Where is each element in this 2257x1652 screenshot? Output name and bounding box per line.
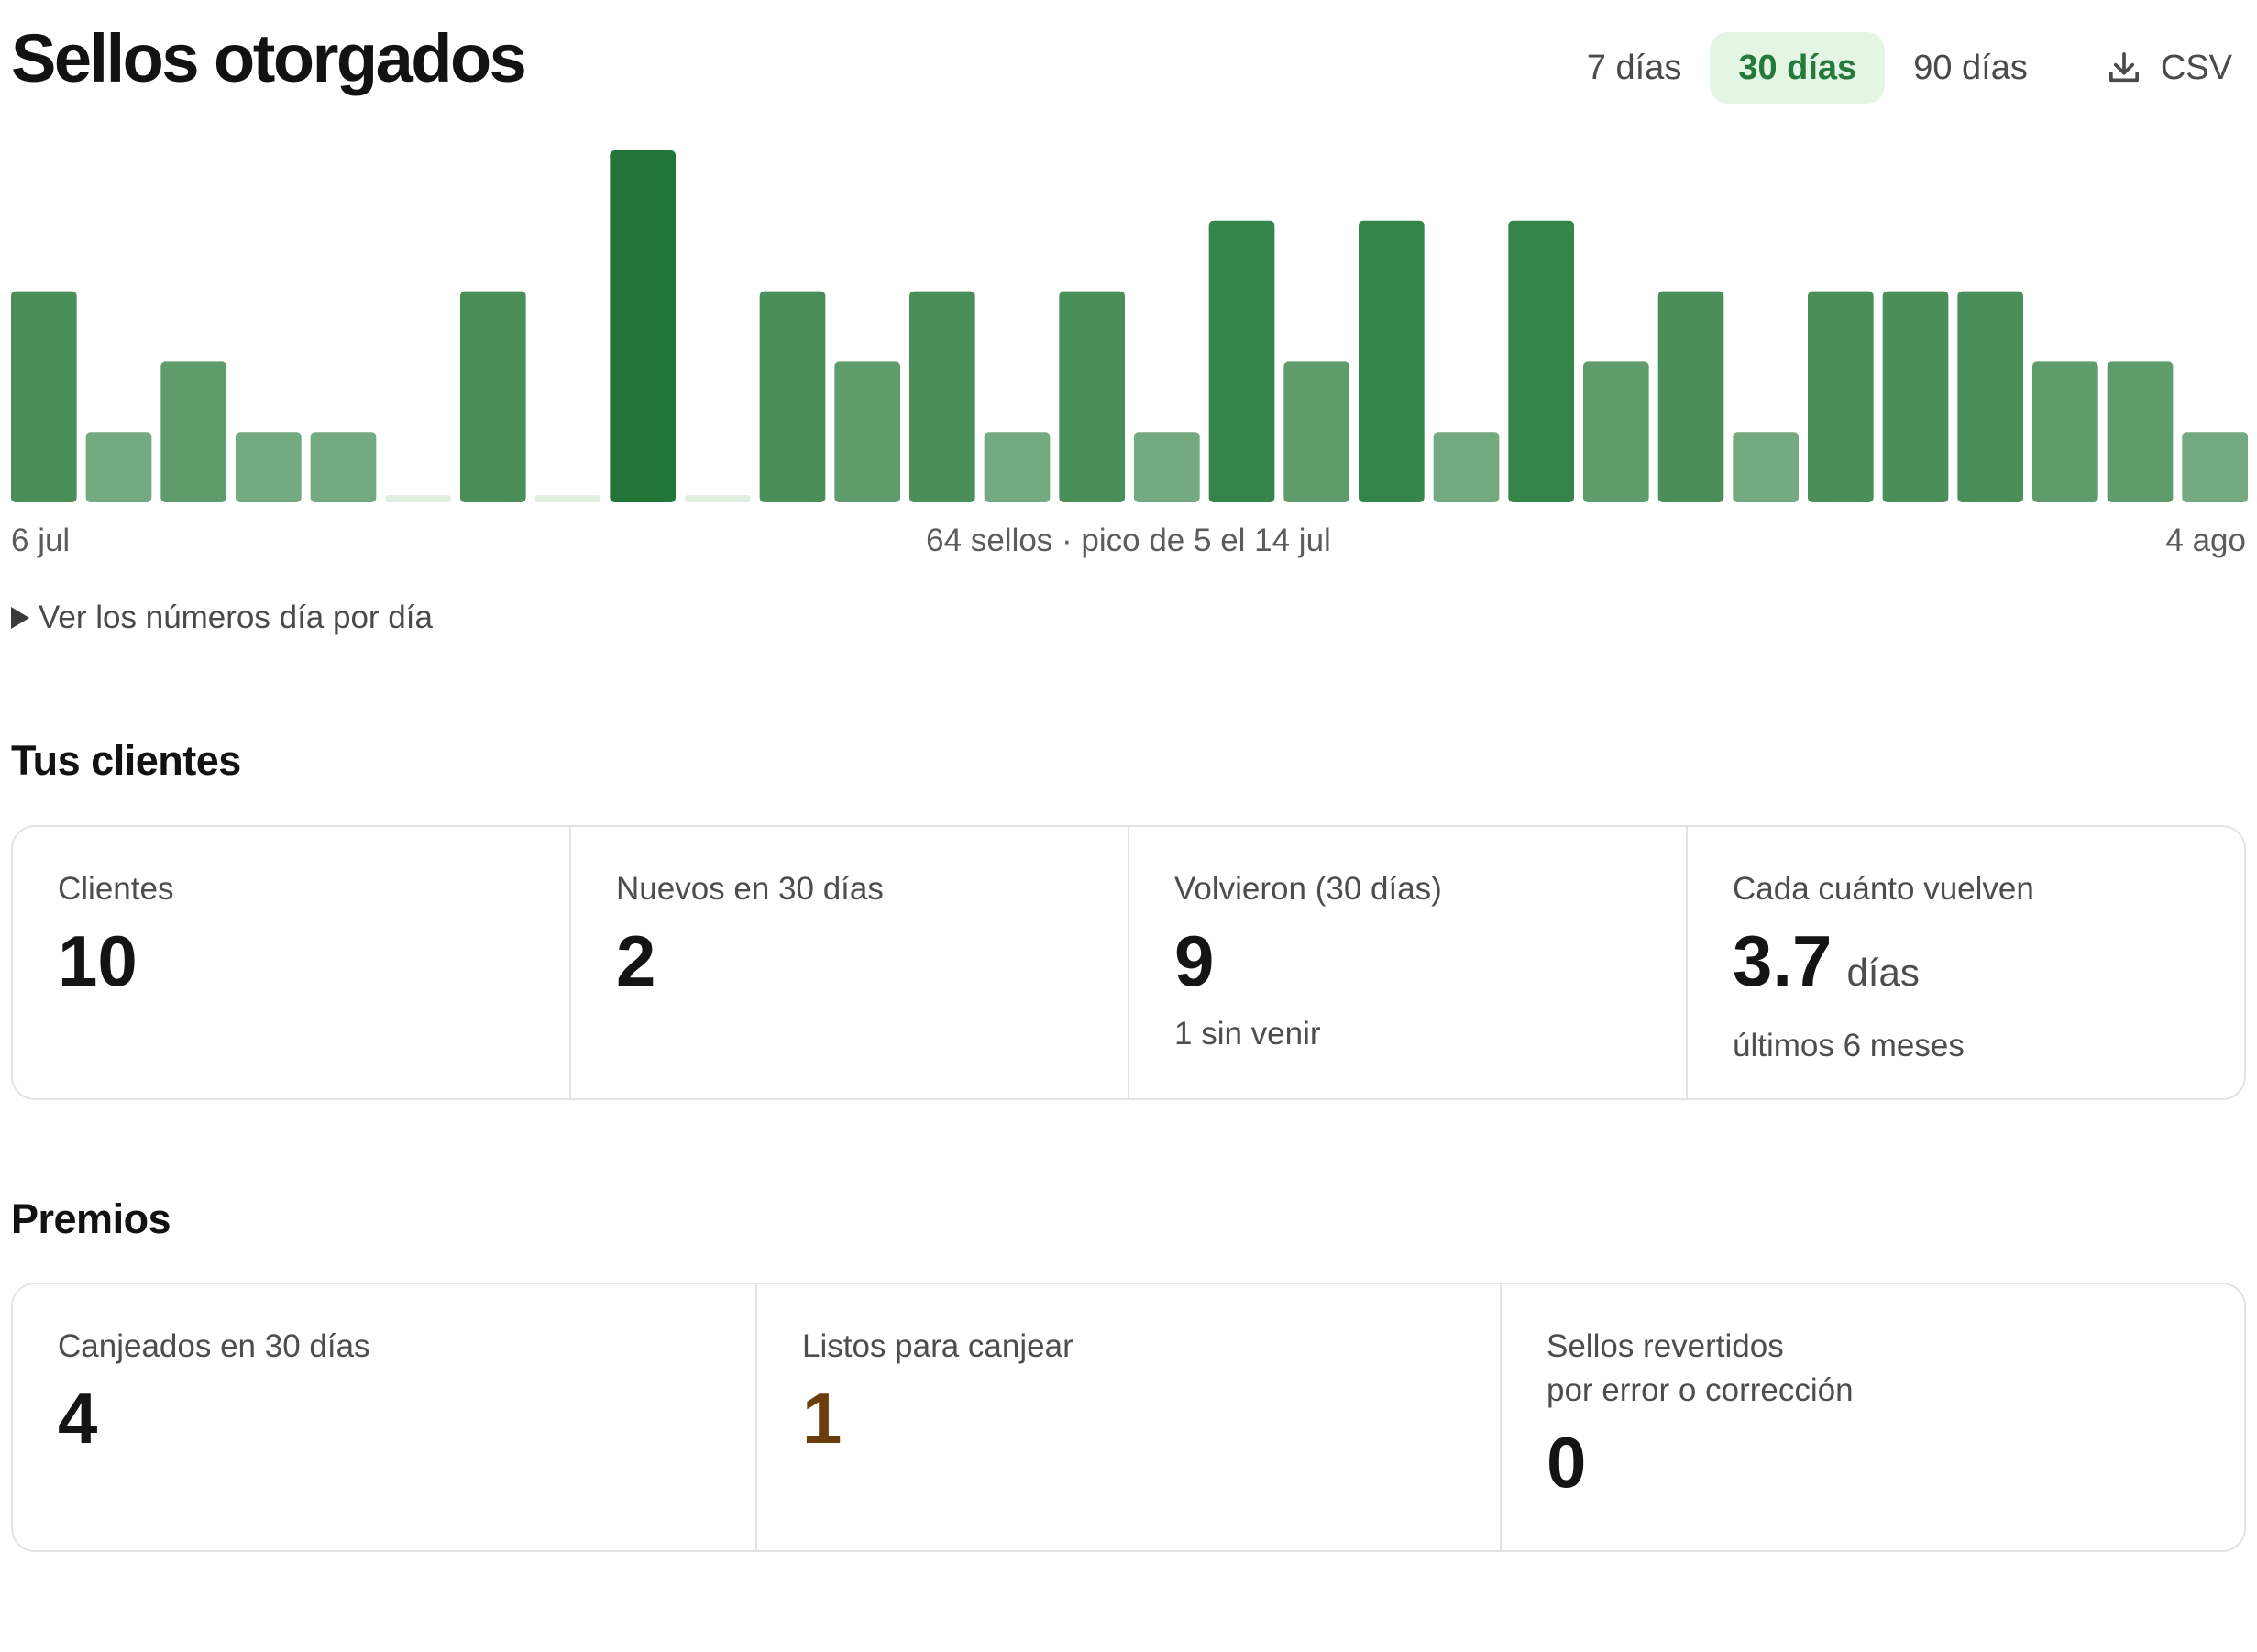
stat-reverted-stamps: Sellos revertidos por error o corrección…	[1500, 1284, 2244, 1550]
stat-label: Listos para canjear	[802, 1328, 1073, 1364]
stat-label: Cada cuánto vuelven	[1733, 871, 2034, 907]
stat-value: 0	[1547, 1422, 1587, 1503]
chart-bar-6-jul[interactable]	[11, 291, 77, 502]
download-icon	[2108, 52, 2139, 83]
chart-bar-13-jul[interactable]	[534, 495, 601, 502]
chart-bar-24-jul[interactable]	[1359, 220, 1425, 502]
chart-bar-25-jul[interactable]	[1433, 432, 1500, 502]
chart-bar-29-jul[interactable]	[1733, 432, 1799, 502]
x-axis-end-label: 4 ago	[2165, 523, 2246, 558]
stat-value: 10	[58, 920, 138, 1001]
chart-bar-2-ago[interactable]	[2032, 361, 2098, 502]
chart-bar-19-jul[interactable]	[984, 432, 1051, 502]
stat-value: 2	[616, 920, 656, 1001]
daily-numbers-toggle-label: Ver los números día por día	[39, 600, 433, 635]
chart-bar-10-jul[interactable]	[310, 432, 377, 502]
chart-bar-3-ago[interactable]	[2107, 361, 2174, 502]
clients-stats-card: Clientes 10 Nuevos en 30 días 2 Volviero…	[11, 825, 2246, 1100]
rewards-section-title: Premios	[11, 1195, 171, 1242]
csv-label: CSV	[2160, 48, 2232, 87]
chart-bar-17-jul[interactable]	[834, 361, 900, 502]
chart-bar-16-jul[interactable]	[759, 291, 826, 502]
chart-bar-31-jul[interactable]	[1882, 291, 1949, 502]
rewards-stats-card: Canjeados en 30 días 4 Listos para canje…	[11, 1283, 2246, 1552]
chart-bar-26-jul[interactable]	[1508, 220, 1574, 502]
chart-bar-12-jul[interactable]	[460, 291, 526, 502]
chart-bar-9-jul[interactable]	[236, 432, 302, 502]
stat-redeemed: Canjeados en 30 días 4	[13, 1284, 755, 1550]
chart-bar-15-jul[interactable]	[685, 495, 751, 502]
chart-bar-18-jul[interactable]	[909, 291, 975, 502]
chart-bar-28-jul[interactable]	[1657, 291, 1724, 502]
stat-subtext: 1 sin venir	[1174, 1016, 1321, 1052]
stat-label: Clientes	[58, 871, 174, 907]
tab-7-days[interactable]: 7 días	[1586, 49, 1682, 87]
stat-returned-clients: Volvieron (30 días) 9 1 sin venir	[1128, 827, 1686, 1098]
clients-section-title: Tus clientes	[11, 737, 241, 784]
chart-bar-21-jul[interactable]	[1134, 432, 1200, 502]
stat-value: 9	[1174, 920, 1215, 1001]
stat-unit: días	[1846, 951, 1920, 994]
stat-label: Nuevos en 30 días	[616, 871, 884, 907]
stat-label-line1: Sellos revertidos	[1547, 1328, 1784, 1364]
x-axis-start-label: 6 jul	[11, 523, 71, 558]
chart-bar-1-ago[interactable]	[1957, 291, 2023, 502]
chart-bar-30-jul[interactable]	[1808, 291, 1874, 502]
tab-90-days[interactable]: 90 días	[1913, 49, 2028, 87]
stat-new-clients: Nuevos en 30 días 2	[569, 827, 1128, 1098]
stat-label-line2: por error o corrección	[1547, 1372, 1854, 1408]
csv-download-button[interactable]: CSV	[2104, 32, 2234, 104]
stat-label: Canjeados en 30 días	[58, 1328, 370, 1364]
stat-clients: Clientes 10	[13, 827, 569, 1098]
chart-bar-20-jul[interactable]	[1059, 291, 1125, 502]
stat-value: 4	[58, 1378, 98, 1459]
chart-bar-11-jul[interactable]	[385, 495, 451, 502]
chart-bar-4-ago[interactable]	[2182, 432, 2248, 502]
page-title: Sellos otorgados	[11, 20, 527, 96]
chart-bar-22-jul[interactable]	[1208, 220, 1275, 502]
stat-value: 3.7	[1733, 920, 1833, 1001]
stat-ready-to-redeem: Listos para canjear 1	[755, 1284, 1500, 1550]
range-selector: 7 días 30 días 90 días CSV	[1558, 32, 2234, 104]
chart-bar-14-jul[interactable]	[610, 150, 676, 502]
chart-bar-8-jul[interactable]	[160, 361, 226, 502]
stat-subtext: últimos 6 meses	[1733, 1028, 1965, 1063]
stat-value: 1	[802, 1378, 842, 1459]
disclosure-triangle-icon	[11, 607, 29, 629]
chart-bar-7-jul[interactable]	[85, 432, 152, 502]
chart-summary: 64 sellos · pico de 5 el 14 jul	[926, 523, 1331, 558]
stat-return-frequency: Cada cuánto vuelven 3.7 días últimos 6 me…	[1686, 827, 2244, 1098]
chart-bar-23-jul[interactable]	[1283, 361, 1349, 502]
stat-label: Volvieron (30 días)	[1174, 871, 1442, 907]
stamps-bar-chart	[11, 150, 2248, 502]
daily-numbers-toggle[interactable]: Ver los números día por día	[11, 600, 433, 636]
stat-value-row: 3.7 días	[1733, 915, 2244, 1019]
tab-30-days[interactable]: 30 días	[1710, 32, 1886, 104]
chart-bar-27-jul[interactable]	[1583, 361, 1649, 502]
